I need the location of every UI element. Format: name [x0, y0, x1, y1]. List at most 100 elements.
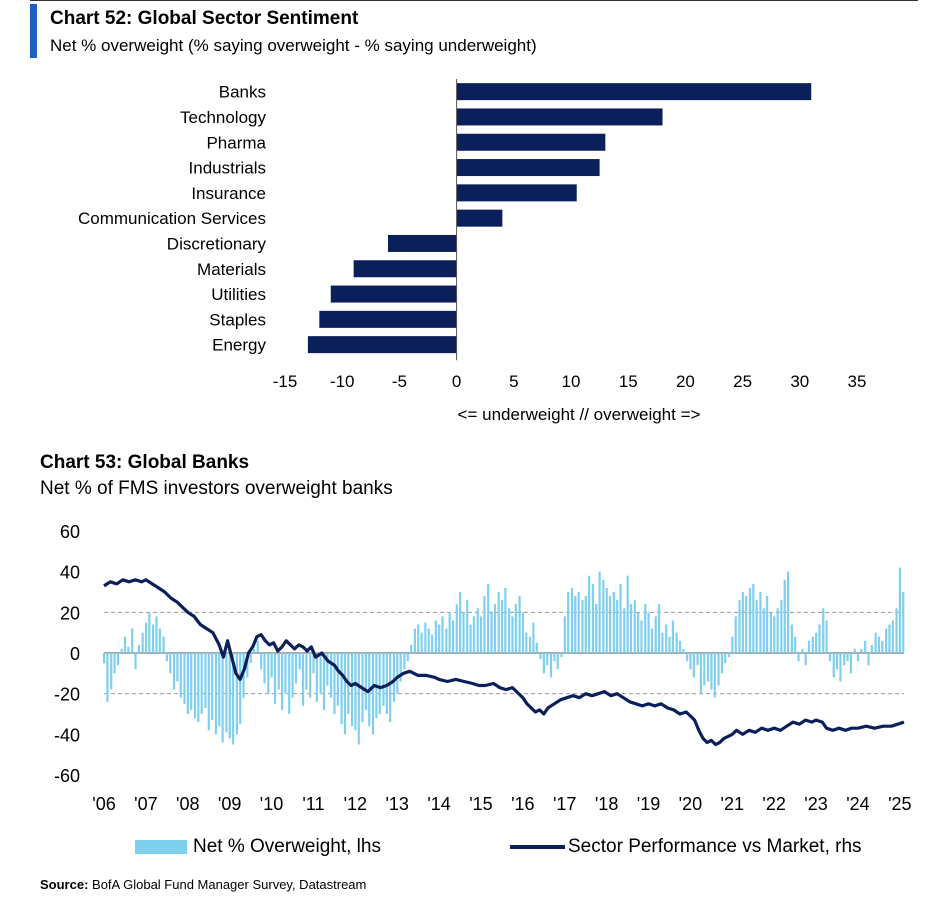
fms-bar	[378, 653, 381, 714]
fms-bar	[699, 653, 703, 694]
fms-bar	[570, 587, 574, 653]
fms-bar	[637, 612, 640, 653]
chart-53-title: Chart 53: Global Banks	[40, 452, 250, 473]
fms-bar	[839, 653, 842, 682]
fms-bar	[123, 636, 127, 653]
fms-bar	[319, 653, 322, 694]
fms-bar	[661, 632, 664, 653]
fms-bar	[263, 653, 266, 684]
sector-label: Banks	[219, 83, 266, 102]
fms-bar	[832, 653, 835, 678]
source-text: BofA Global Fund Manager Survey, Datastr…	[92, 877, 367, 892]
fms-bar	[413, 628, 416, 653]
fms-bar	[706, 653, 710, 682]
fms-bar	[459, 592, 462, 653]
fms-bar	[441, 616, 444, 653]
x-tick-label: '06	[92, 794, 115, 814]
fms-bar	[330, 653, 333, 698]
fms-bar	[476, 608, 479, 653]
fms-bar	[822, 608, 825, 653]
fms-bar	[898, 567, 902, 653]
fms-bar	[183, 653, 186, 704]
fms-bar	[692, 653, 695, 678]
fms-bar	[703, 653, 706, 686]
fms-bar	[228, 653, 231, 739]
fms-bar	[326, 653, 329, 686]
fms-bar	[546, 653, 549, 666]
fms-bar	[451, 620, 455, 653]
x-tick-label: '23	[804, 794, 827, 814]
fms-bar	[155, 616, 158, 653]
fms-bar	[724, 653, 727, 664]
fms-bar	[305, 653, 308, 690]
fms-bar	[755, 600, 758, 653]
sector-bar	[307, 336, 457, 354]
fms-bar	[801, 648, 804, 653]
fms-bar	[466, 600, 469, 653]
fms-bar	[497, 592, 500, 653]
fms-bar	[553, 653, 556, 662]
fms-bar	[525, 632, 528, 653]
fms-bar	[895, 608, 898, 653]
fms-bar	[647, 612, 650, 653]
fms-bar	[891, 620, 894, 653]
fms-bar	[357, 653, 360, 745]
fms-bar	[766, 596, 769, 653]
fms-bar	[532, 622, 535, 653]
fms-bar	[472, 616, 476, 653]
x-tick-label: -10	[330, 372, 355, 391]
fms-bar	[134, 653, 137, 670]
fms-bar	[417, 624, 420, 653]
sector-label: Technology	[180, 108, 267, 127]
fms-bar	[665, 624, 668, 653]
fms-bar	[567, 592, 570, 653]
fms-bar	[270, 653, 273, 678]
fms-bar	[776, 608, 779, 653]
source-note: Source: BofA Global Fund Manager Survey,…	[40, 877, 366, 892]
x-tick-label: '13	[385, 794, 408, 814]
fms-bar	[654, 616, 657, 653]
fms-bar	[490, 612, 493, 653]
fms-bar	[504, 587, 507, 653]
fms-bar	[197, 653, 200, 723]
fms-bar	[804, 653, 807, 666]
fms-bar	[106, 653, 109, 702]
fms-bar	[322, 653, 326, 710]
fms-bar	[738, 600, 741, 653]
x-tick-label: 30	[790, 372, 809, 391]
fms-bar	[110, 653, 113, 690]
fms-bar	[232, 653, 235, 745]
legend-line-label: Sector Performance vs Market, rhs	[568, 836, 862, 857]
x-tick-label: '22	[762, 794, 785, 814]
fms-bar	[745, 596, 748, 653]
legend-bar-label: Net % Overweight, lhs	[193, 836, 381, 857]
fms-bar	[448, 612, 451, 653]
chart-53-subtitle: Net % of FMS investors overweight banks	[40, 478, 393, 499]
fms-bar	[420, 632, 423, 653]
fms-bar	[602, 579, 605, 653]
fms-bar	[354, 653, 357, 731]
fms-bar	[462, 612, 465, 653]
fms-bar	[148, 612, 151, 653]
sector-label: Insurance	[191, 184, 266, 203]
x-tick-label: '24	[846, 794, 869, 814]
fms-bar	[207, 653, 210, 731]
chart-52-sector-sentiment: Banks Technology Pharma Industrials Insuranc…	[78, 79, 866, 424]
fms-bar	[364, 653, 367, 710]
fms-bar	[298, 653, 301, 670]
fms-bar	[794, 636, 797, 653]
fms-bar	[218, 653, 221, 727]
sector-bar	[353, 260, 457, 278]
fms-bar	[577, 592, 580, 653]
fms-bar	[623, 608, 626, 653]
fms-bar	[103, 653, 106, 664]
x-tick-label: '16	[511, 794, 534, 814]
x-axis-label: <= underweight // overweight =>	[458, 405, 701, 424]
fms-bar	[267, 653, 270, 694]
x-tick-label: '21	[721, 794, 744, 814]
fms-bar	[445, 628, 448, 653]
fms-bar	[514, 604, 517, 653]
fms-bar	[406, 653, 409, 662]
fms-bar	[741, 592, 744, 653]
